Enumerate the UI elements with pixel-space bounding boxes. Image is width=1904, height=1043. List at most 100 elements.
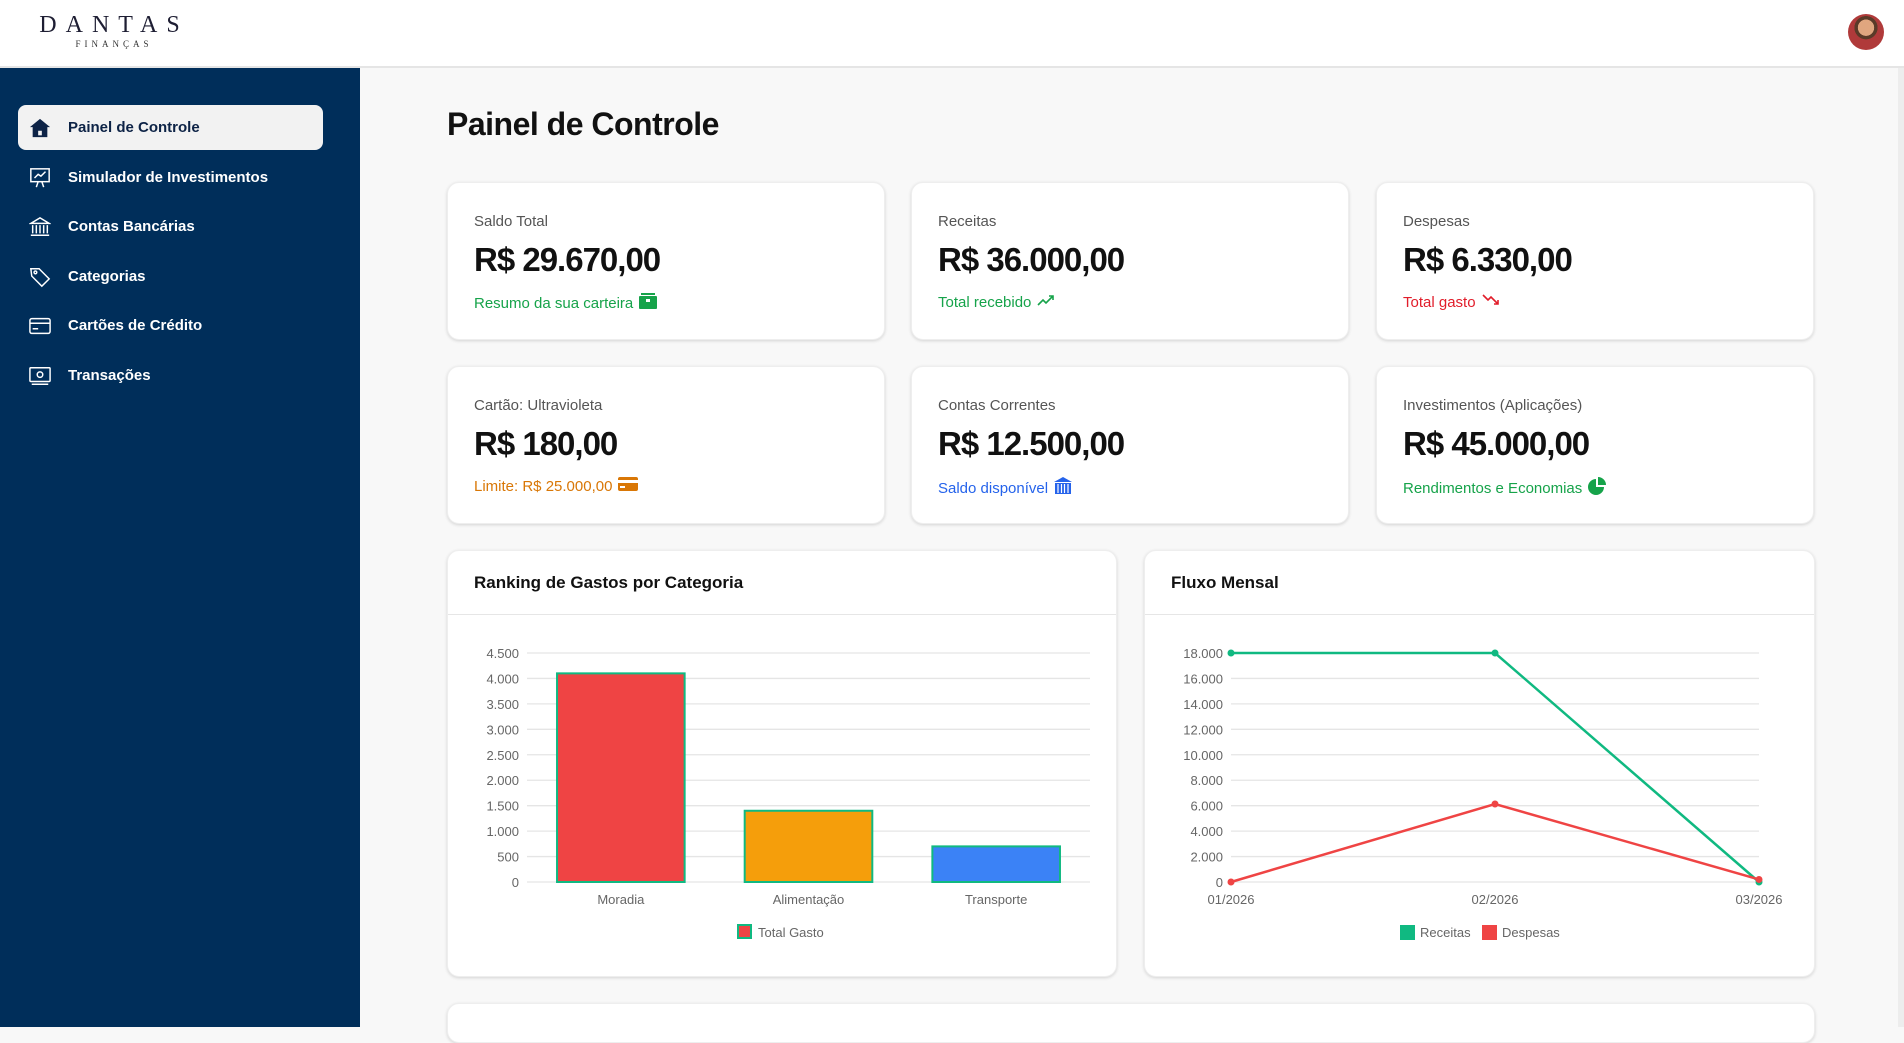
card-subtitle-text: Rendimentos e Economias	[1403, 479, 1583, 497]
summary-card: Receitas R$ 36.000,00 Total recebido	[911, 182, 1349, 340]
monthly-flow-chart: Fluxo Mensal 0 2.000 4.000 6.000 8.000 10.000…	[1144, 550, 1815, 977]
page-title: Painel de Controle	[447, 106, 719, 142]
summary-card: Saldo Total R$ 29.670,00 Resumo da sua c…	[447, 182, 885, 340]
sidebar-item-painel[interactable]: Painel de Controle	[18, 105, 323, 150]
credit-card-icon	[28, 314, 52, 338]
card-label: Contas Correntes	[938, 397, 1056, 414]
sidebar: Painel de Controle Simulador de Investim…	[0, 68, 360, 1027]
y-tick-label: 16.000	[1183, 671, 1223, 686]
top-header: DANTAS FINANÇAS	[0, 0, 1904, 68]
y-tick-label: 4.000	[486, 671, 519, 686]
y-tick-label: 4.500	[486, 646, 519, 661]
sidebar-item-cartoes[interactable]: Cartões de Crédito	[18, 303, 323, 348]
scrollbar[interactable]	[1898, 68, 1904, 1027]
x-tick-label: 03/2026	[1736, 892, 1783, 907]
card-subtitle: Resumo da sua carteira	[474, 293, 658, 313]
legend-swatch	[1482, 925, 1497, 940]
card-subtitle: Total recebido	[938, 293, 1055, 311]
card-subtitle-text: Total recebido	[938, 293, 1032, 311]
y-tick-label: 8.000	[1190, 773, 1223, 788]
sidebar-item-label: Cartões de Crédito	[68, 317, 203, 334]
card-subtitle: Saldo disponível	[938, 477, 1073, 499]
x-tick-label: Transporte	[965, 892, 1027, 907]
card-label: Saldo Total	[474, 213, 548, 230]
summary-card: Cartão: Ultravioleta R$ 180,00 Limite: R…	[447, 366, 885, 524]
money-icon	[28, 364, 52, 388]
card-value: R$ 180,00	[474, 425, 618, 462]
bank-icon	[28, 215, 52, 239]
sidebar-item-label: Transações	[68, 367, 151, 384]
y-tick-label: 10.000	[1183, 748, 1223, 763]
sidebar-item-contas[interactable]: Contas Bancárias	[18, 204, 323, 249]
y-tick-label: 18.000	[1183, 646, 1223, 661]
card-label: Cartão: Ultravioleta	[474, 397, 603, 414]
line-chart: 0 2.000 4.000 6.000 8.000 10.000 12.000 14.000 1…	[1183, 646, 1783, 940]
y-tick-label: 1.000	[486, 824, 519, 839]
presentation-chart-icon	[28, 166, 52, 190]
card-value: R$ 12.500,00	[938, 425, 1125, 462]
series-line	[1230, 802, 1760, 884]
legend-label: Total Gasto	[758, 925, 824, 940]
card-label: Investimentos (Aplicações)	[1403, 397, 1583, 414]
y-tick-label: 2.000	[486, 773, 519, 788]
data-point	[1491, 800, 1499, 808]
trend-up-icon	[1037, 293, 1055, 311]
legend-swatch	[737, 924, 752, 939]
sidebar-item-label: Contas Bancárias	[68, 218, 195, 235]
card-subtitle: Rendimentos e Economias	[1403, 477, 1607, 499]
card-value: R$ 36.000,00	[938, 241, 1125, 278]
card-subtitle-text: Total gasto	[1403, 293, 1476, 311]
y-tick-label: 2.500	[486, 748, 519, 763]
summary-card: Contas Correntes R$ 12.500,00 Saldo disp…	[911, 366, 1349, 524]
legend-swatch	[1400, 925, 1415, 940]
x-tick-label: 02/2026	[1472, 892, 1519, 907]
bar	[743, 809, 874, 883]
data-point	[1755, 875, 1763, 883]
sidebar-item-label: Categorias	[68, 268, 146, 285]
pie-chart-icon	[1588, 477, 1607, 499]
card-subtitle-text: Resumo da sua carteira	[474, 294, 634, 312]
series-line	[1231, 651, 1760, 883]
brand-logo[interactable]: DANTAS FINANÇAS	[34, 12, 194, 49]
x-tick-label: Alimentação	[773, 892, 845, 907]
x-tick-label: Moradia	[597, 892, 645, 907]
card-subtitle-text: Limite: R$ 25.000,00	[474, 477, 613, 495]
brand-name: DANTAS	[39, 12, 189, 38]
bank-icon	[1054, 477, 1073, 499]
trend-down-icon	[1481, 293, 1500, 311]
data-point	[1227, 649, 1235, 657]
card-subtitle: Limite: R$ 25.000,00	[474, 477, 639, 495]
user-avatar[interactable]	[1848, 14, 1884, 50]
bottom-card	[447, 1003, 1815, 1043]
home-icon	[28, 116, 52, 140]
x-tick-label: 01/2026	[1208, 892, 1255, 907]
spending-ranking-chart: Ranking de Gastos por Categoria 0 500 1.00…	[447, 550, 1117, 977]
y-tick-label: 1.500	[486, 799, 519, 814]
bar	[556, 672, 686, 883]
brand-tagline: FINANÇAS	[75, 39, 153, 49]
summary-card: Investimentos (Aplicações) R$ 45.000,00 …	[1376, 366, 1814, 524]
y-tick-label: 0	[512, 875, 519, 890]
credit-card-icon	[618, 477, 639, 495]
y-tick-label: 3.000	[486, 722, 519, 737]
card-subtitle-text: Saldo disponível	[938, 479, 1049, 497]
card-value: R$ 29.670,00	[474, 241, 661, 278]
tag-icon	[28, 265, 52, 289]
y-tick-label: 14.000	[1183, 697, 1223, 712]
divider	[448, 614, 1116, 615]
sidebar-item-categorias[interactable]: Categorias	[18, 254, 323, 299]
card-subtitle: Total gasto	[1403, 293, 1500, 311]
y-tick-label: 6.000	[1190, 799, 1223, 814]
bar-chart: 0 500 1.000 1.500 2.000 2.500 3.000 3.500 4.000 4…	[486, 646, 1090, 940]
data-point	[1227, 878, 1235, 886]
bar	[931, 845, 1061, 883]
wallet-icon	[639, 293, 658, 313]
divider	[1145, 614, 1814, 615]
y-tick-label: 4.000	[1190, 824, 1223, 839]
sidebar-item-simulador[interactable]: Simulador de Investimentos	[18, 155, 323, 200]
summary-card: Despesas R$ 6.330,00 Total gasto	[1376, 182, 1814, 340]
legend-label: Receitas	[1420, 925, 1471, 940]
sidebar-item-transacoes[interactable]: Transações	[18, 353, 323, 398]
sidebar-item-label: Simulador de Investimentos	[68, 169, 269, 186]
sidebar-item-label: Painel de Controle	[68, 119, 200, 136]
